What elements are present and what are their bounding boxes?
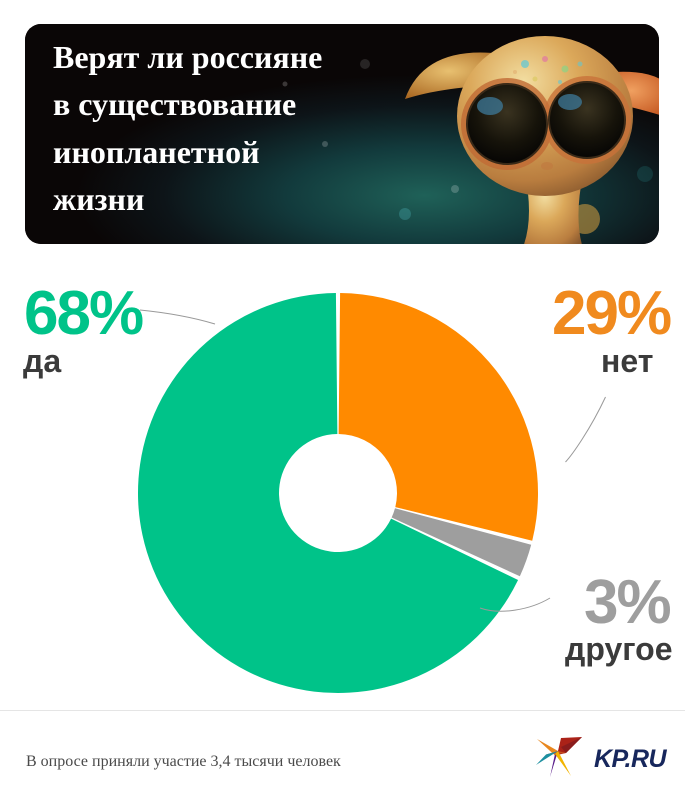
svg-text:KP.RU: KP.RU <box>594 745 668 773</box>
